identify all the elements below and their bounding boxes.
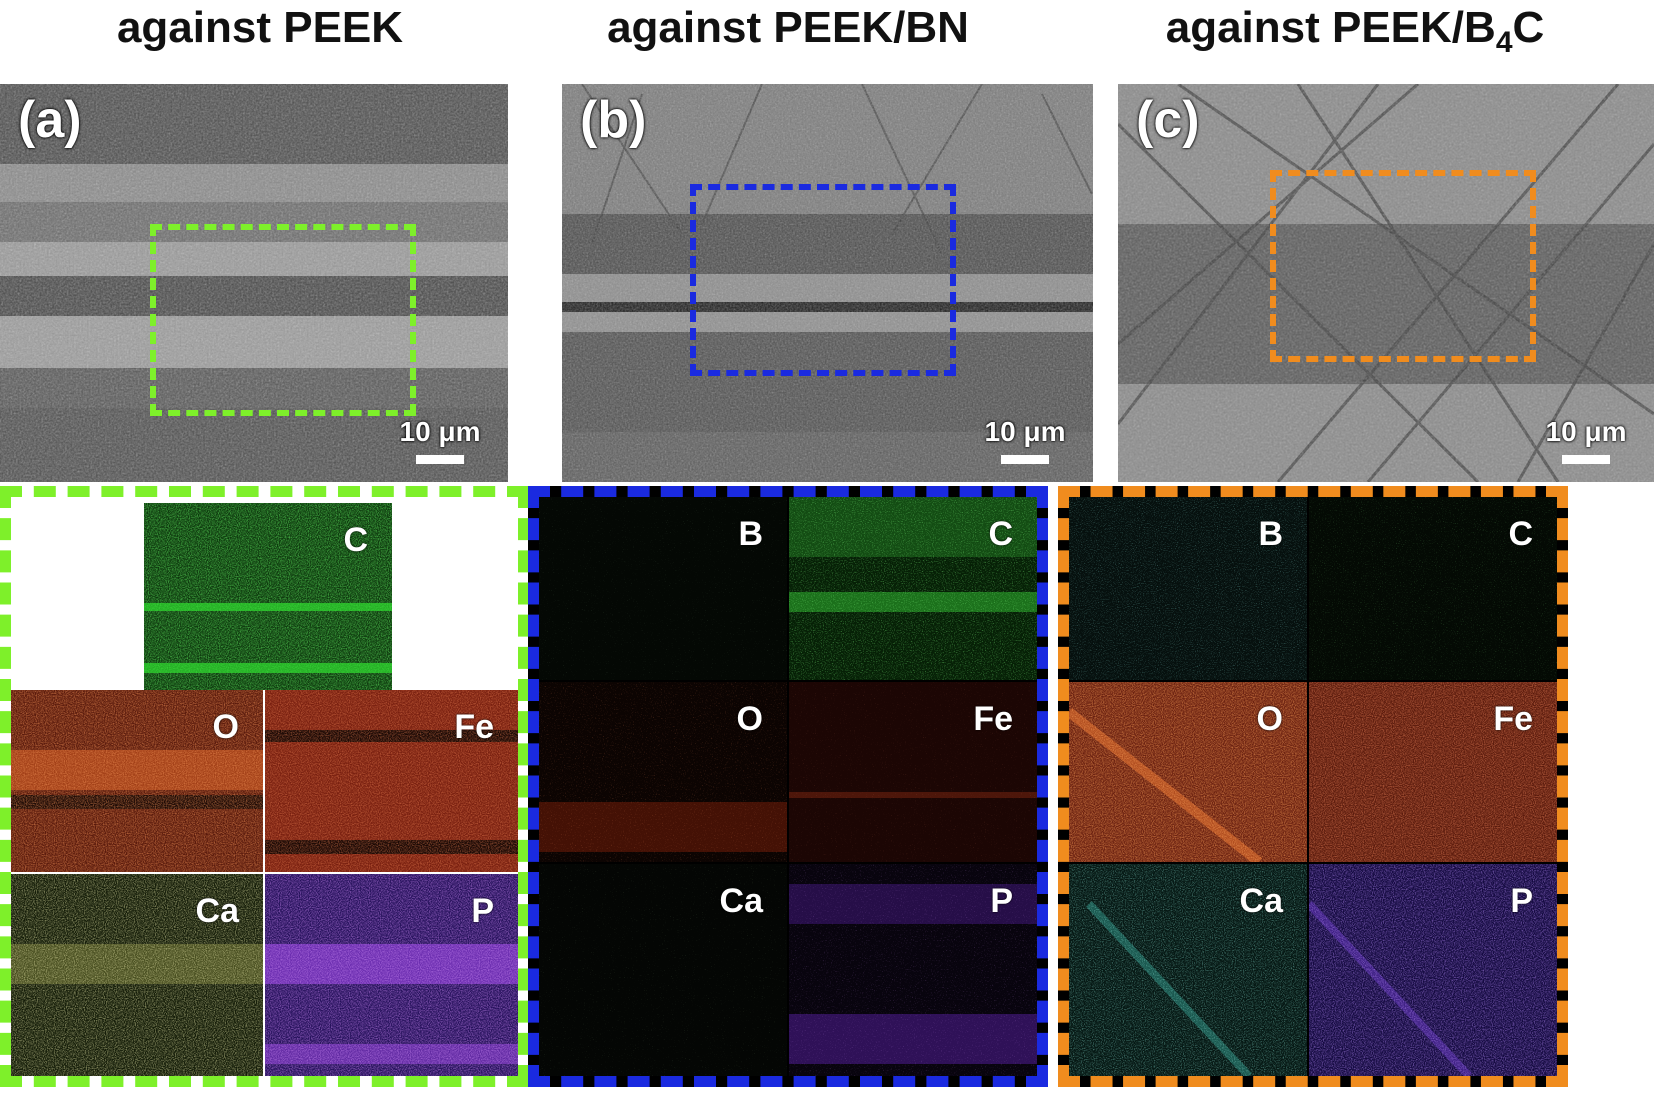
map-b-ca-label: Ca xyxy=(719,882,763,920)
column-title-c: against PEEK/B4C xyxy=(1165,3,1545,59)
map-a-p-label: P xyxy=(471,892,494,930)
map-b-ca: Ca xyxy=(539,864,787,1076)
map-c-o: O xyxy=(1069,682,1307,862)
roi-box-c xyxy=(1270,170,1536,362)
eds-maps-b: B C O Fe Ca P xyxy=(528,486,1048,1087)
map-c-ca: Ca xyxy=(1069,864,1307,1076)
scale-line-b xyxy=(1001,455,1049,464)
sem-image-b: (b) 10 μm xyxy=(562,84,1093,482)
panel-label-b: (b) xyxy=(580,91,647,149)
scale-bar-a: 10 μm xyxy=(390,417,490,464)
map-c-p-label: P xyxy=(1510,882,1533,920)
map-a-ca-label: Ca xyxy=(195,892,239,930)
roi-box-b xyxy=(690,184,956,376)
eds-maps-c: B C O Fe Ca P xyxy=(1058,486,1568,1087)
map-b-b: B xyxy=(539,497,787,680)
map-a-c: C xyxy=(144,503,392,690)
map-a-ca: Ca xyxy=(11,874,263,1076)
panel-label-a: (a) xyxy=(18,91,82,149)
scale-bar-c: 10 μm xyxy=(1536,417,1636,464)
sem-image-c: (c) 10 μm xyxy=(1118,84,1654,482)
map-c-ca-label: Ca xyxy=(1239,882,1283,920)
map-c-c-label: C xyxy=(1508,515,1533,553)
map-c-c: C xyxy=(1309,497,1557,680)
map-b-o-label: O xyxy=(736,700,763,738)
map-a-o: O xyxy=(11,690,263,872)
map-b-p: P xyxy=(789,864,1037,1076)
map-a-o-label: O xyxy=(212,708,239,746)
map-c-o-label: O xyxy=(1256,700,1283,738)
map-b-c: C xyxy=(789,497,1037,680)
map-c-b-label: B xyxy=(1258,515,1283,553)
sem-image-a: (a) 10 μm xyxy=(0,84,508,482)
map-b-fe-label: Fe xyxy=(973,700,1013,738)
map-b-b-label: B xyxy=(738,515,763,553)
map-c-b: B xyxy=(1069,497,1307,680)
map-b-p-label: P xyxy=(990,882,1013,920)
map-c-fe: Fe xyxy=(1309,682,1557,862)
scale-line-a xyxy=(416,455,464,464)
map-a-fe: Fe xyxy=(265,690,518,872)
map-b-fe: Fe xyxy=(789,682,1037,862)
map-b-o: O xyxy=(539,682,787,862)
sem-texture-c xyxy=(1118,84,1654,482)
map-b-c-label: C xyxy=(988,515,1013,553)
map-a-c-label: C xyxy=(343,521,368,559)
scale-text-a: 10 μm xyxy=(399,416,481,447)
column-title-a: against PEEK xyxy=(116,3,404,52)
map-c-p: P xyxy=(1309,864,1557,1076)
eds-maps-a: C O Fe Ca P xyxy=(0,486,529,1087)
scale-bar-b: 10 μm xyxy=(975,417,1075,464)
scale-text-c: 10 μm xyxy=(1545,416,1627,447)
map-a-p: P xyxy=(265,874,518,1076)
map-a-fe-label: Fe xyxy=(454,708,494,746)
scale-text-b: 10 μm xyxy=(984,416,1066,447)
scale-line-c xyxy=(1562,455,1610,464)
roi-box-a xyxy=(150,224,416,416)
map-c-fe-label: Fe xyxy=(1493,700,1533,738)
column-title-b: against PEEK/BN xyxy=(607,3,969,52)
sem-texture-b xyxy=(562,84,1093,482)
panel-label-c: (c) xyxy=(1136,91,1200,149)
